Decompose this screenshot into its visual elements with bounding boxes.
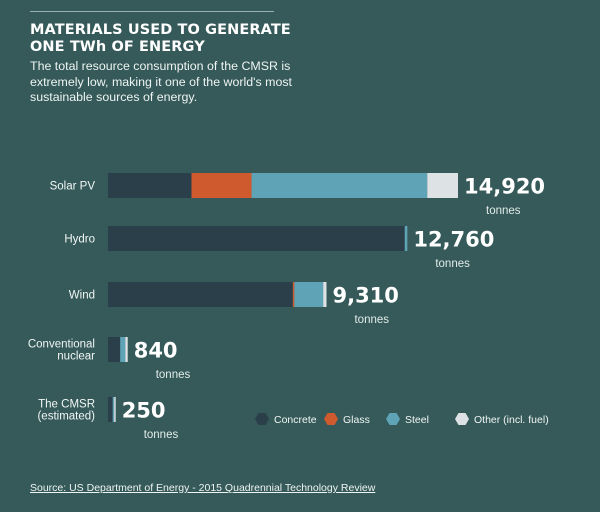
unit-label: tonnes bbox=[435, 258, 470, 270]
value-label: 14,920 bbox=[464, 175, 545, 199]
bar-segment-concrete bbox=[108, 397, 113, 422]
bar-segment-steel bbox=[120, 337, 126, 362]
legend-label: Concrete bbox=[274, 414, 317, 426]
row-label: The CMSR (estimated) bbox=[37, 399, 95, 423]
chart-title-line-1: MATERIALS USED TO GENERATE bbox=[30, 22, 291, 38]
value-label: 840 bbox=[134, 339, 178, 363]
value-label: 9,310 bbox=[332, 284, 398, 308]
unit-label: tonnes bbox=[354, 314, 389, 326]
bar-segment-concrete bbox=[108, 282, 293, 307]
bar-segment-steel bbox=[404, 226, 408, 251]
row-label: Conventional nuclear bbox=[28, 339, 95, 363]
bar-segment-other bbox=[427, 173, 458, 198]
stacked-bar-chart: Solar PV 14,920 tonnes Hydro 12,760 tonnes Win… bbox=[28, 173, 549, 441]
row-label: Hydro bbox=[64, 234, 95, 246]
bar-segment-other bbox=[323, 282, 327, 307]
legend-swatch-concrete bbox=[255, 412, 269, 426]
value-label: 250 bbox=[122, 399, 166, 423]
chart-subtitle: The total resource consumption of the CM… bbox=[30, 59, 320, 106]
chart-title: MATERIALS USED TO GENERATE ONE TWh OF EN… bbox=[30, 22, 330, 56]
top-rule bbox=[30, 11, 274, 12]
unit-label: tonnes bbox=[156, 369, 191, 381]
legend-label: Glass bbox=[343, 414, 370, 426]
unit-label: tonnes bbox=[486, 205, 521, 217]
source-link[interactable]: Source: US Department of Energy - 2015 Q… bbox=[30, 482, 376, 494]
bar-segment-steel bbox=[251, 173, 428, 198]
value-label: 12,760 bbox=[413, 228, 494, 252]
legend-label: Other (incl. fuel) bbox=[474, 414, 549, 426]
unit-label: tonnes bbox=[144, 429, 179, 441]
bar-segment-concrete bbox=[108, 173, 192, 198]
bar-segment-glass bbox=[191, 173, 252, 198]
legend-swatch-glass bbox=[324, 412, 338, 426]
row-label: Wind bbox=[69, 290, 95, 302]
legend-label: Steel bbox=[405, 414, 429, 426]
row-label: Solar PV bbox=[50, 181, 96, 193]
chart-title-line-2: ONE TWh OF ENERGY bbox=[30, 39, 205, 55]
legend-swatch-other bbox=[455, 412, 469, 426]
legend-swatch-steel bbox=[386, 412, 400, 426]
bar-segment-other bbox=[114, 397, 116, 422]
subtitle-line-2: extremely low, making it one of the worl… bbox=[30, 74, 292, 89]
bar-segment-concrete bbox=[108, 337, 121, 362]
bar-segment-steel bbox=[112, 397, 115, 422]
bar-segment-glass bbox=[292, 282, 295, 307]
bar-segment-steel bbox=[294, 282, 324, 307]
bar-segment-other bbox=[125, 337, 128, 362]
subtitle-line-1: The total resource consumption of the CM… bbox=[30, 59, 291, 73]
bar-segment-concrete bbox=[108, 226, 405, 251]
subtitle-line-3: sustainable sources of energy. bbox=[30, 90, 198, 104]
